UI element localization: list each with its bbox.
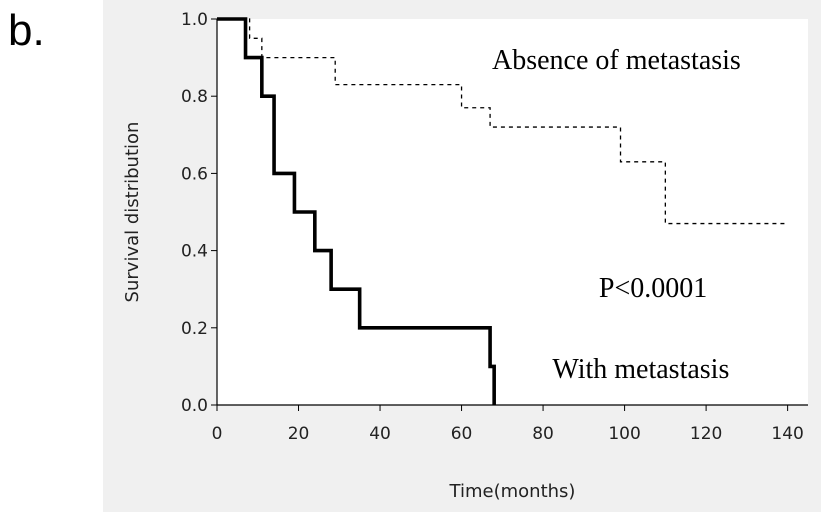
series-line-absence-of-metastasis xyxy=(217,18,788,225)
y-tick-label: 0.0 xyxy=(181,396,208,416)
y-tick-label: 0.6 xyxy=(181,164,208,184)
x-tick-label: 120 xyxy=(690,424,722,444)
annotation-absence-of-metastasis: Absence of metastasis xyxy=(492,45,741,76)
y-axis-title: Survival distribution xyxy=(122,122,143,303)
x-tick-label: 140 xyxy=(771,424,803,444)
series-lines xyxy=(217,17,788,405)
x-tick-label: 100 xyxy=(608,424,640,444)
series-line-with-metastasis xyxy=(217,17,496,405)
x-axis-title: Time(months) xyxy=(449,481,576,502)
x-tick-label: 0 xyxy=(212,424,223,444)
x-tick-label: 60 xyxy=(451,424,473,444)
x-tick-label: 40 xyxy=(369,424,391,444)
y-tick-label: 1.0 xyxy=(181,10,208,30)
survival-chart: 0.0 0.2 0.4 0.6 0.8 1.0 0 20 40 60 80 100 120 140 Abs… xyxy=(122,10,808,502)
x-tick-label: 80 xyxy=(532,424,554,444)
annotations: Absence of metastasis P<0.0001 With metast… xyxy=(492,45,741,385)
panel-label: b. xyxy=(8,6,45,55)
y-tick-label: 0.8 xyxy=(181,87,208,107)
annotation-with-metastasis: With metastasis xyxy=(552,354,729,385)
chart-area: 0.0 0.2 0.4 0.6 0.8 1.0 0 20 40 60 80 100 120 140 Abs… xyxy=(103,0,821,512)
annotation-p-0-0001: P<0.0001 xyxy=(599,273,707,304)
y-tick-label: 0.4 xyxy=(181,242,208,262)
x-tick-label: 20 xyxy=(288,424,310,444)
y-tick-label: 0.2 xyxy=(181,319,208,339)
